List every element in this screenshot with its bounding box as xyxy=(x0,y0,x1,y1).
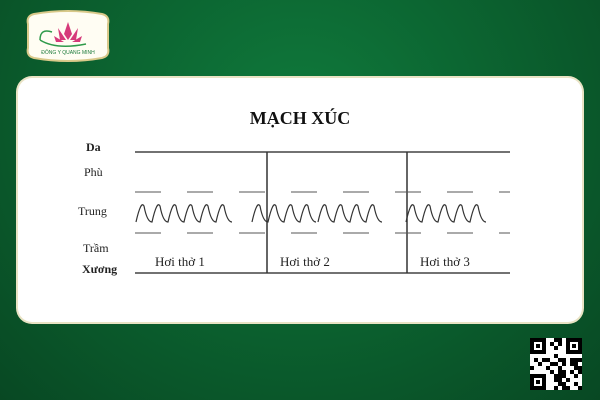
pulse-wave-group xyxy=(251,204,317,223)
level-label-trung: Trung xyxy=(78,204,107,218)
level-label-xuong: Xương xyxy=(82,262,117,276)
breath-label-2: Hơi thở 2 xyxy=(280,254,330,269)
level-label-tram: Trầm xyxy=(83,241,109,255)
brand-logo: ĐÔNG Y QUANG MINH xyxy=(26,10,110,62)
breath-label-1: Hơi thở 1 xyxy=(155,254,205,269)
pulse-wave-group xyxy=(317,204,383,223)
pulse-wave-group xyxy=(135,204,233,223)
breath-label-3: Hơi thở 3 xyxy=(420,254,470,269)
diagram-card: MẠCH XÚC xyxy=(18,78,582,322)
pulse-waves xyxy=(135,204,487,223)
pulse-wave-group xyxy=(405,204,487,223)
level-label-da: Da xyxy=(86,140,101,154)
qr-code-icon xyxy=(530,338,582,390)
diagram-title: MẠCH XÚC xyxy=(249,108,351,128)
logo-text: ĐÔNG Y QUANG MINH xyxy=(41,49,95,56)
level-label-phu: Phù xyxy=(84,165,103,179)
